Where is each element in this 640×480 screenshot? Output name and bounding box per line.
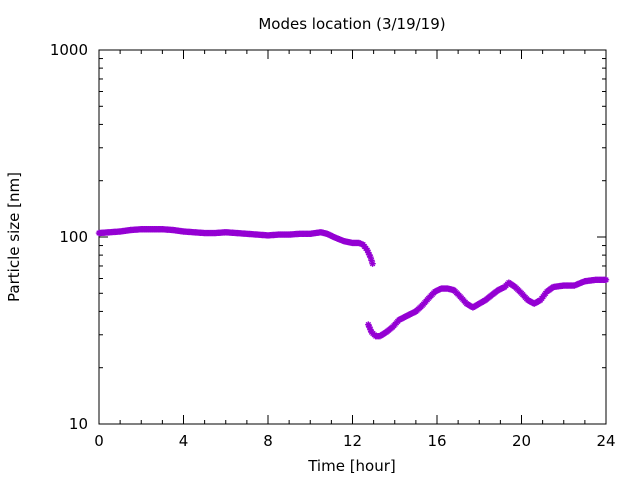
y-tick-label: 10 — [69, 415, 88, 433]
x-tick-label: 16 — [427, 432, 446, 450]
data-point — [367, 326, 374, 333]
data-point — [364, 246, 371, 254]
y-tick-label: 1000 — [50, 41, 88, 59]
data-point — [365, 321, 372, 328]
x-tick-label: 24 — [596, 432, 615, 450]
x-tick-label: 4 — [179, 432, 189, 450]
data-point — [366, 323, 373, 331]
data-point — [366, 251, 373, 259]
x-tick-label: 12 — [343, 432, 362, 450]
y-axis-label: Particle size [nm] — [5, 172, 23, 302]
data-point — [369, 260, 376, 267]
x-axis-label: Time [hour] — [307, 457, 396, 475]
chart-title: Modes location (3/19/19) — [258, 15, 445, 33]
x-tick-label: 8 — [263, 432, 273, 450]
data-point — [602, 276, 610, 284]
plot-frame — [98, 49, 607, 425]
axis-ticks — [98, 49, 607, 425]
x-tick-label: 20 — [512, 432, 531, 450]
data-point — [368, 257, 375, 264]
data-points — [95, 226, 610, 340]
axis-tick-labels: 0 4 8 12 16 20 24 10 100 1000 — [50, 41, 616, 450]
x-tick-label: 0 — [94, 432, 104, 450]
y-tick-label: 100 — [59, 228, 88, 246]
data-point — [365, 249, 372, 256]
data-point — [367, 253, 374, 261]
